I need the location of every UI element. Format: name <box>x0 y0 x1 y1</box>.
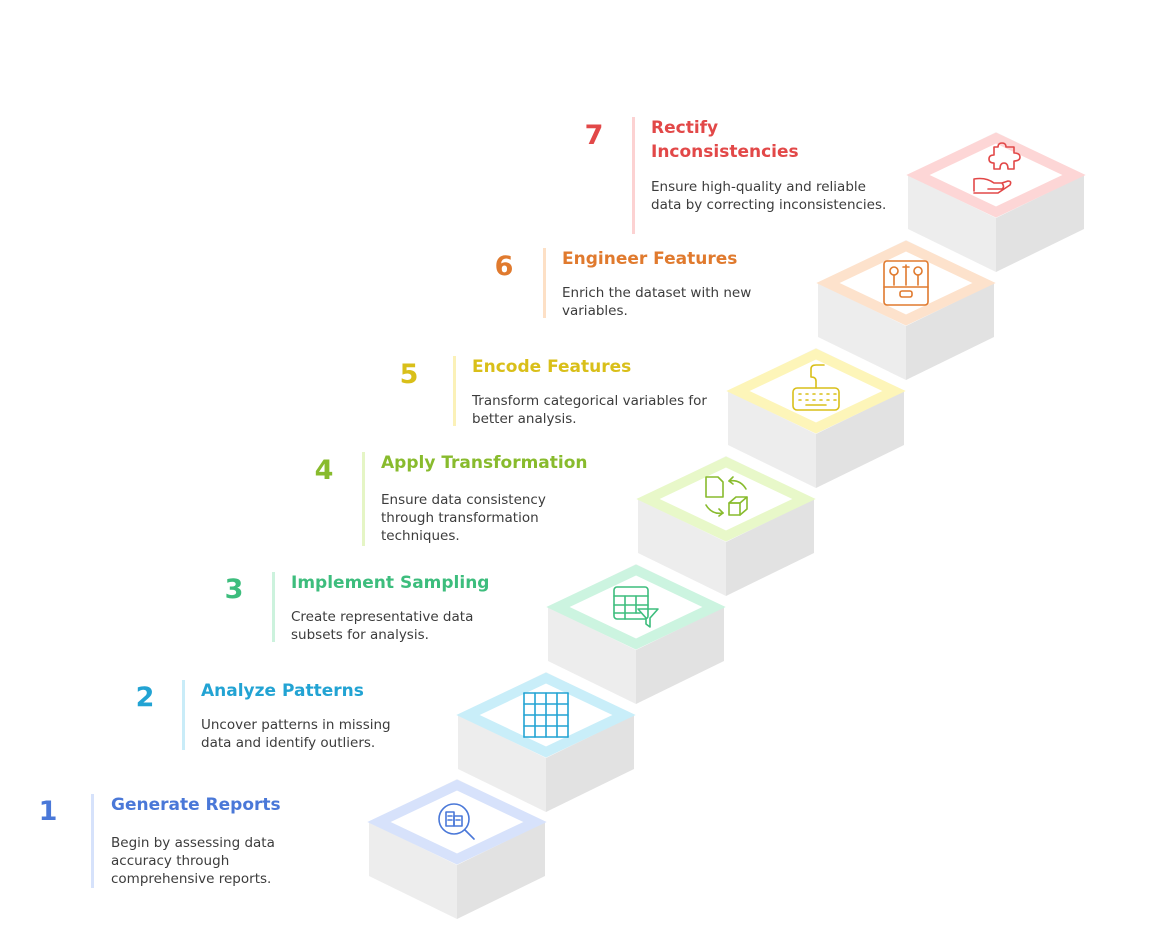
stair-block <box>456 672 636 812</box>
step-divider <box>453 356 456 426</box>
step-number: 3 <box>224 574 244 605</box>
step-title: Generate Reports <box>111 795 281 815</box>
step-description: Ensure data consistency through transfor… <box>381 492 546 544</box>
grid-pattern-icon <box>523 692 569 738</box>
toolbox-icon <box>883 260 929 306</box>
step-description: Ensure high-quality and reliable data by… <box>651 179 887 213</box>
step-title: Engineer Features <box>562 249 738 269</box>
step-title: Analyze Patterns <box>201 681 364 701</box>
step-number: 4 <box>314 455 334 486</box>
step-number: 6 <box>494 251 514 282</box>
step-description: Transform categorical variables for bett… <box>472 393 707 427</box>
table-filter-icon <box>613 586 659 628</box>
stair-block <box>906 132 1086 272</box>
step-divider <box>632 117 635 234</box>
step-description: Enrich the dataset with new variables. <box>562 285 752 319</box>
puzzle-hand-icon <box>973 142 1021 194</box>
step-divider <box>91 794 94 888</box>
step-divider <box>272 572 275 642</box>
report-search-icon <box>438 803 475 840</box>
step-divider <box>543 248 546 318</box>
step-number: 2 <box>135 682 155 713</box>
step-number: 5 <box>399 359 419 390</box>
keyboard-icon <box>792 364 840 411</box>
step-title: Rectify Inconsistencies <box>651 118 799 162</box>
step-divider <box>182 680 185 750</box>
step-divider <box>362 452 365 546</box>
stair-block <box>546 564 726 704</box>
stair-block <box>726 348 906 488</box>
step-title: Implement Sampling <box>291 573 490 593</box>
stair-block <box>636 456 816 596</box>
step-title: Encode Features <box>472 357 632 377</box>
step-description: Uncover patterns in missing data and ide… <box>201 717 391 751</box>
step-number: 7 <box>584 120 604 151</box>
step-number: 1 <box>38 796 58 827</box>
stair-block <box>367 779 547 919</box>
step-description: Create representative data subsets for a… <box>291 609 474 643</box>
transform-icon <box>705 476 748 517</box>
step-title: Apply Transformation <box>381 453 588 473</box>
step-description: Begin by assessing data accuracy through… <box>111 835 275 887</box>
stair-blocks <box>367 132 1086 919</box>
